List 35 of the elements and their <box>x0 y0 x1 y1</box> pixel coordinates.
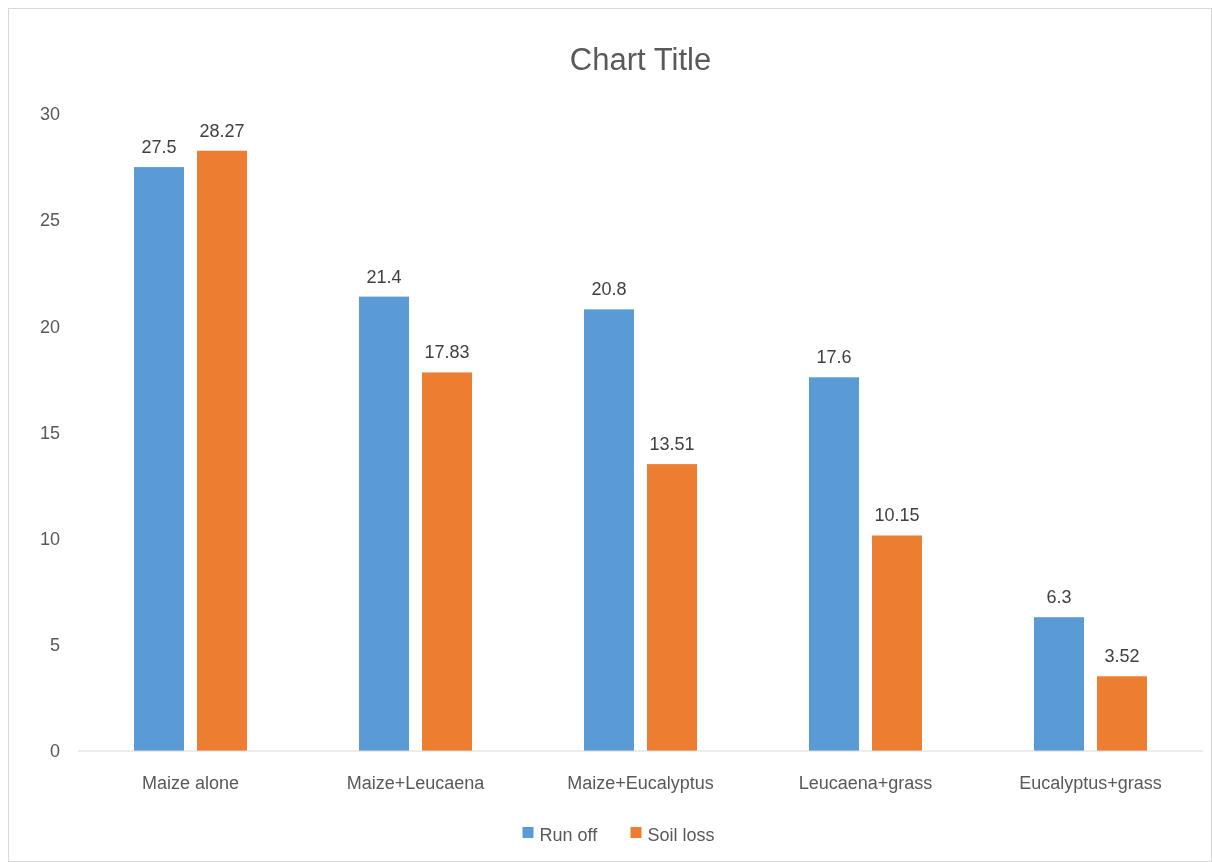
bar <box>134 167 184 751</box>
data-label: 10.15 <box>874 505 920 526</box>
bar <box>1097 676 1147 751</box>
bar <box>197 150 247 751</box>
bar <box>809 377 859 751</box>
y-tick-label: 15 <box>39 422 60 443</box>
y-tick-label: 5 <box>49 635 60 656</box>
bar <box>359 296 409 751</box>
y-tick-label: 30 <box>39 104 60 125</box>
bar <box>872 535 922 751</box>
data-label: 28.27 <box>199 120 245 141</box>
bar <box>584 309 634 751</box>
data-label: 13.51 <box>649 434 695 455</box>
chart-title: Chart Title <box>569 42 712 77</box>
data-label: 20.8 <box>591 279 627 300</box>
x-tick-label: Eucalyptus+grass <box>1019 773 1162 793</box>
y-tick-label: 0 <box>49 741 60 762</box>
x-tick-label: Leucaena+grass <box>798 773 933 793</box>
y-tick-label: 20 <box>39 316 60 337</box>
x-tick-label: Maize+Eucalyptus <box>567 773 714 793</box>
bar <box>1034 617 1084 751</box>
y-tick-label: 25 <box>39 210 60 231</box>
y-tick-label: 10 <box>39 528 60 549</box>
bar <box>422 372 472 751</box>
data-label: 3.52 <box>1104 646 1140 667</box>
legend-label: Run off <box>539 825 599 846</box>
bar <box>647 464 697 751</box>
x-tick-label: Maize+Leucaena <box>346 773 486 793</box>
legend-label: Soil loss <box>647 825 715 846</box>
data-label: 17.6 <box>816 347 852 368</box>
x-tick-label: Maize alone <box>141 773 240 793</box>
data-label: 21.4 <box>366 266 402 287</box>
data-label: 27.5 <box>141 137 177 158</box>
data-label: 6.3 <box>1046 587 1072 608</box>
data-label: 17.83 <box>424 342 470 363</box>
